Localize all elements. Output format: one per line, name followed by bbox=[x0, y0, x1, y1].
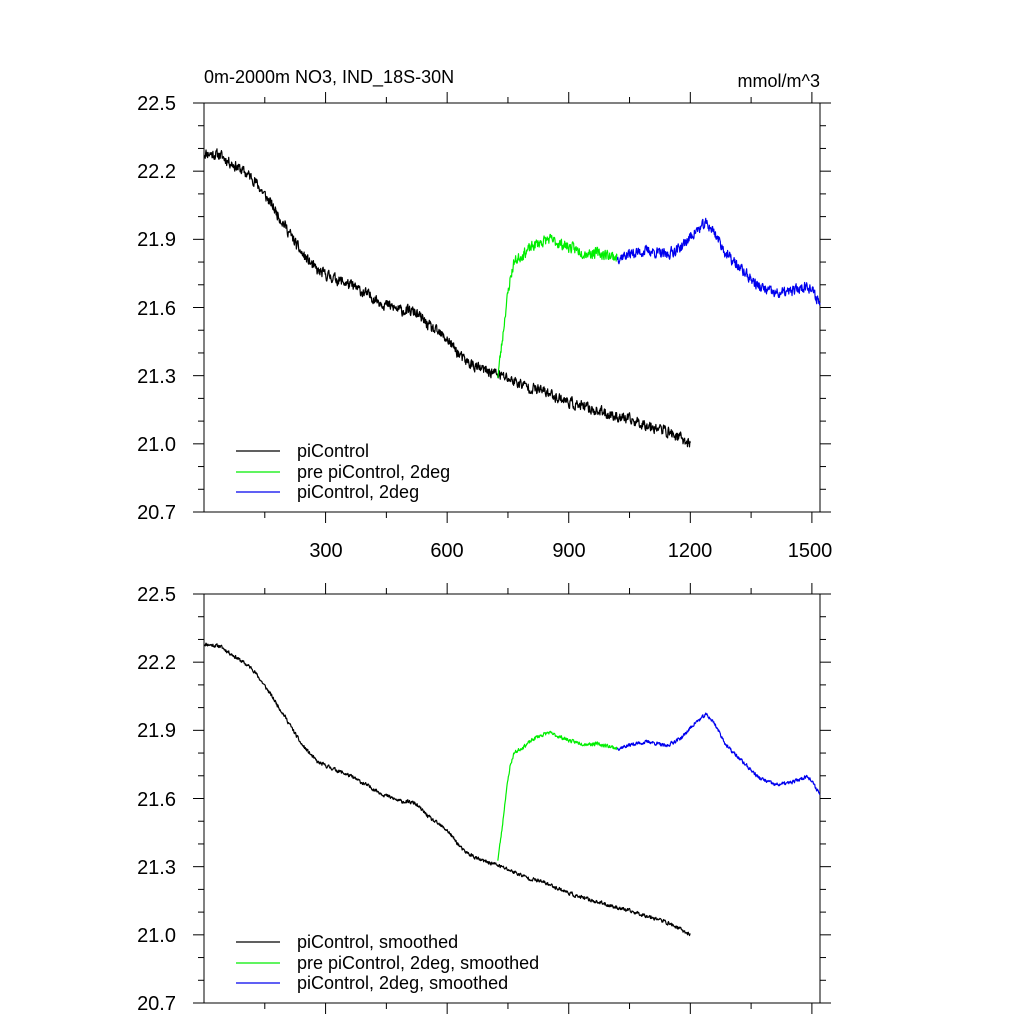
series-group bbox=[203, 148, 821, 448]
bottom-panel: 20.7 21.0 21.3 21.6 21.9 22.2 22.5 piCon… bbox=[137, 583, 831, 1015]
x-tick-label: 1200 bbox=[668, 540, 713, 562]
y-tick-label: 22.2 bbox=[137, 652, 176, 674]
y-tick-label: 21.9 bbox=[137, 720, 176, 742]
y-tick-label: 21.6 bbox=[137, 298, 176, 320]
axis-ticks bbox=[193, 92, 831, 523]
units-label: mmol/m^3 bbox=[738, 71, 820, 91]
series-line-pre-picontrol-2deg-smoothed bbox=[497, 730, 618, 861]
series-line-picontrol-2deg bbox=[616, 217, 821, 306]
x-tick-label: 900 bbox=[552, 540, 585, 562]
y-tick-label: 22.2 bbox=[137, 161, 176, 183]
y-axis-labels: 20.7 21.0 21.3 21.6 21.9 22.2 22.5 bbox=[137, 93, 176, 524]
y-axis-labels: 20.7 21.0 21.3 21.6 21.9 22.2 22.5 bbox=[137, 584, 176, 1015]
series-line-pre-picontrol-2deg bbox=[497, 233, 618, 379]
y-tick-label: 21.0 bbox=[137, 925, 176, 947]
y-tick-label: 21.6 bbox=[137, 789, 176, 811]
y-tick-label: 20.7 bbox=[137, 502, 176, 524]
x-tick-label: 300 bbox=[309, 540, 342, 562]
legend-label: piControl, smoothed bbox=[297, 932, 458, 952]
y-tick-label: 20.7 bbox=[137, 993, 176, 1015]
y-tick-label: 21.3 bbox=[137, 857, 176, 879]
axis-ticks bbox=[193, 583, 831, 1014]
series-line-picontrol bbox=[203, 148, 691, 448]
y-tick-label: 21.9 bbox=[137, 229, 176, 251]
legend-label: piControl, 2deg, smoothed bbox=[297, 973, 508, 993]
y-tick-label: 21.3 bbox=[137, 366, 176, 388]
legend: piControl pre piControl, 2deg piControl,… bbox=[236, 441, 450, 502]
y-tick-label: 22.5 bbox=[137, 584, 176, 606]
legend: piControl, smoothed pre piControl, 2deg,… bbox=[236, 932, 539, 993]
chart-title: 0m-2000m NO3, IND_18S-30N bbox=[204, 67, 454, 88]
x-tick-label: 1500 bbox=[788, 540, 833, 562]
series-line-picontrol-2deg-smoothed bbox=[616, 712, 821, 795]
legend-label: pre piControl, 2deg bbox=[297, 462, 450, 482]
legend-label: pre piControl, 2deg, smoothed bbox=[297, 953, 539, 973]
x-axis-labels: 300 600 900 1200 1500 bbox=[309, 540, 832, 562]
series-group bbox=[203, 642, 821, 937]
x-tick-label: 600 bbox=[430, 540, 463, 562]
y-tick-label: 22.5 bbox=[137, 93, 176, 115]
legend-label: piControl, 2deg bbox=[297, 482, 419, 502]
series-line-picontrol-smoothed bbox=[203, 642, 691, 937]
top-panel: 0m-2000m NO3, IND_18S-30N mmol/m^3 20.7 … bbox=[137, 67, 832, 562]
y-tick-label: 21.0 bbox=[137, 434, 176, 456]
legend-label: piControl bbox=[297, 441, 369, 461]
